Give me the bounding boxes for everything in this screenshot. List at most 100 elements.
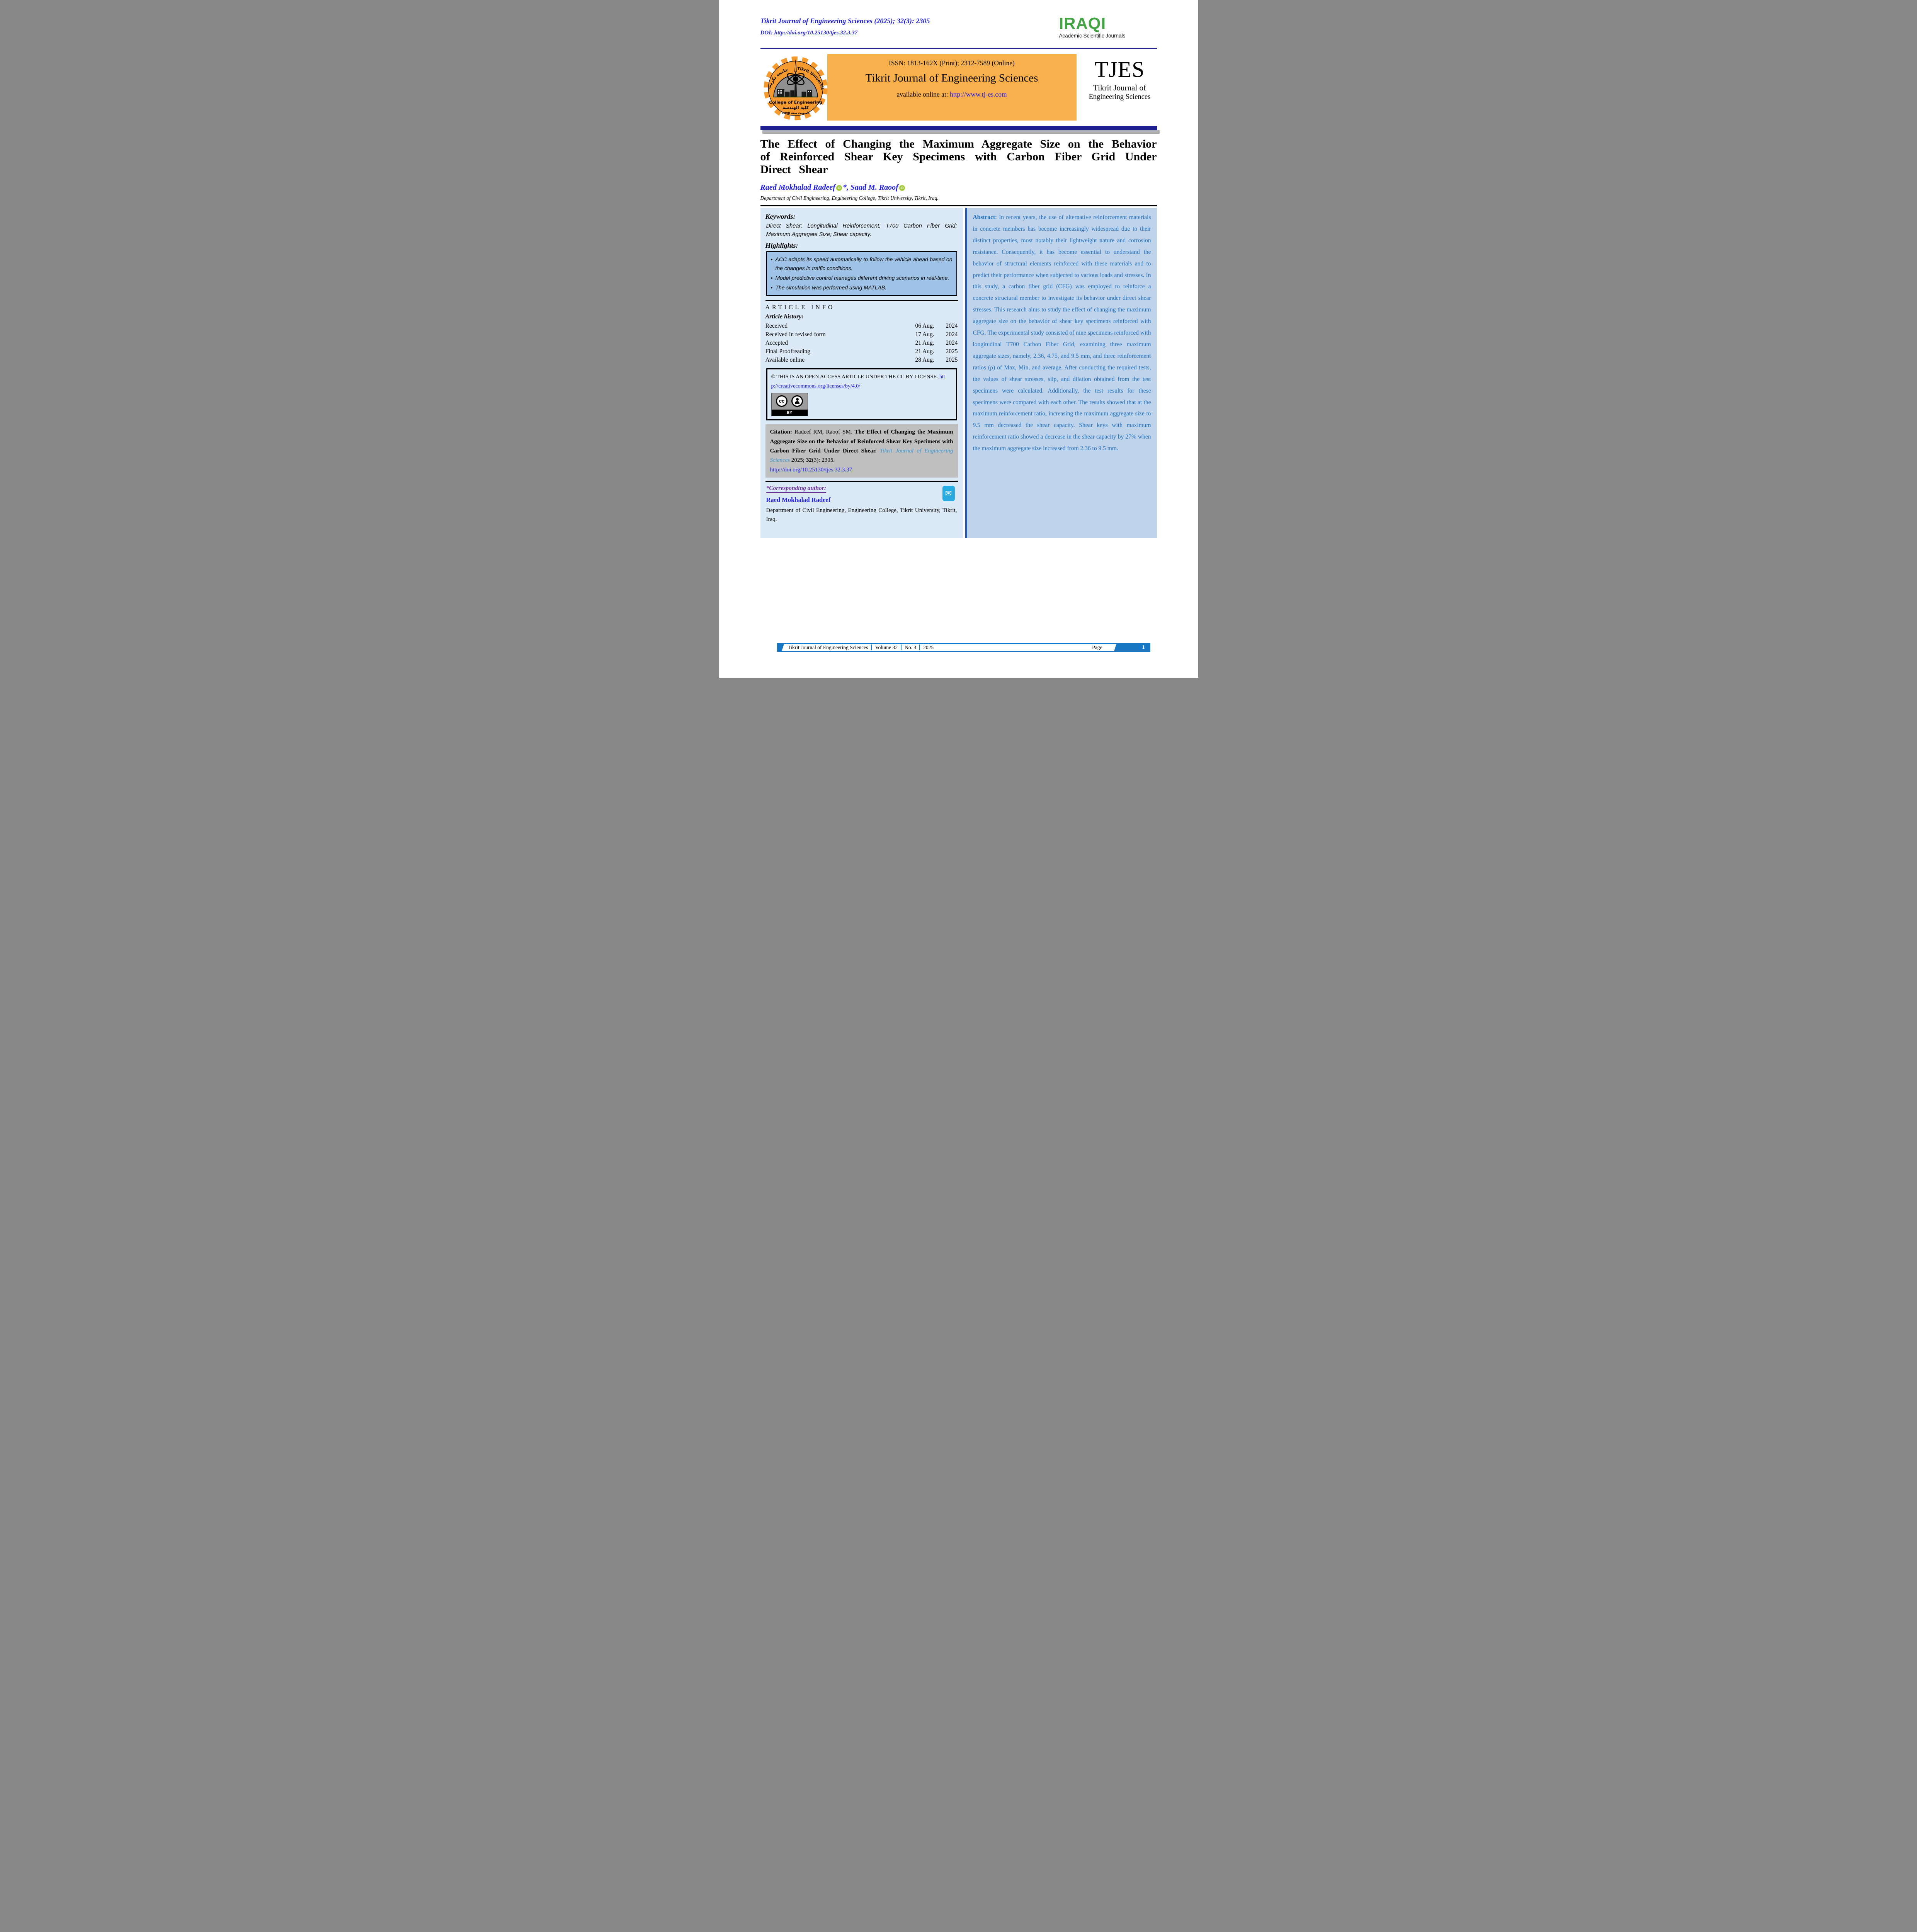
iraqi-logo-title: IRAQI	[1059, 14, 1106, 32]
citation-year: 2025;	[791, 457, 806, 464]
author-1-name: Raed Mokhalad Radeef	[760, 183, 835, 192]
issn-line: ISSN: 1813-162X (Print); 2312-7589 (Onli…	[889, 59, 1015, 67]
article-info-divider	[765, 299, 958, 301]
banner-journal-title: Tikrit Journal of Engineering Sciences	[865, 72, 1038, 84]
university-gear-emblem-icon: جامعة تكريت Tikrit University College of…	[761, 51, 828, 121]
cc-badge-circles: cc	[772, 393, 808, 407]
doi-prefix: DOI:	[760, 30, 774, 36]
keywords-heading: Keywords:	[765, 213, 796, 220]
history-date: 28 Aug.	[915, 356, 934, 363]
page-footer: Tikrit Journal of Engineering Sciences V…	[777, 643, 1150, 652]
journal-first-page: Tikrit Journal of Engineering Sciences (…	[719, 0, 1198, 678]
history-row: Accepted 21 Aug. 2024	[765, 339, 958, 347]
cc-license-link[interactable]: http://creativecommons.org/licenses/by/4…	[771, 374, 945, 389]
header: Tikrit Journal of Engineering Sciences (…	[760, 17, 1008, 36]
banner-divider-navy	[760, 126, 1157, 130]
person-body	[795, 401, 799, 405]
iraqi-asj-logo: IRAQI Academic Scientific Journals	[1059, 15, 1150, 39]
tjes-logo-line1: Tikrit Journal of	[1093, 83, 1146, 93]
highlights-heading: Highlights:	[765, 241, 798, 249]
journal-banner: ISSN: 1813-162X (Print); 2312-7589 (Onli…	[827, 54, 1077, 121]
tower-atom-icon	[786, 59, 805, 97]
history-label: Accepted	[765, 339, 788, 346]
article-info-heading: ARTICLE INFO	[765, 304, 835, 311]
citation-doi-link[interactable]: http://doi.org/10.25130/tjes.32.3.37	[770, 466, 852, 473]
open-access-statement: © THIS IS AN OPEN ACCESS ARTICLE UNDER T…	[771, 374, 939, 380]
footer-separator	[871, 645, 872, 650]
citation-journal: Tikrit Journal of Engineering Sciences	[770, 448, 953, 464]
highlight-item: The simulation was performed using MATLA…	[771, 283, 953, 292]
author-separator: *,	[842, 183, 850, 192]
abstract-body: In recent years, the use of alternative …	[973, 214, 1151, 452]
cc-logo-icon: cc	[776, 395, 788, 407]
history-year: 2025	[946, 356, 958, 363]
authors-line: Raed Mokhalad Radeef iD *, Saad M. Raoof iD	[760, 183, 1157, 192]
article-history-label: Article history:	[765, 313, 804, 320]
footer-page-label: Page	[1092, 644, 1102, 650]
corresponding-author-section: *Corresponding author: ✉ Raed Mokhalad R…	[765, 485, 958, 524]
logo-college-name-arabic: كلية الهندسة	[782, 105, 809, 110]
history-date: 21 Aug.	[915, 339, 934, 346]
article-title: The Effect of Changing the Maximum Aggre…	[760, 138, 1157, 176]
abstract-colon: :	[995, 214, 999, 221]
history-row: Received in revised form 17 Aug. 2024	[765, 330, 958, 339]
journal-website-link[interactable]: http://www.tj-es.com	[949, 90, 1007, 98]
history-date: 21 Aug.	[915, 348, 934, 355]
footer-content: Tikrit Journal of Engineering Sciences V…	[788, 643, 1112, 652]
history-label: Available online	[765, 356, 805, 363]
doi-line: DOI: http://doi.org/10.25130/tjes.32.3.3…	[760, 30, 1008, 36]
citation-title: The Effect of Changing the Maximum Aggre…	[770, 429, 953, 454]
history-date: 06 Aug.	[915, 322, 934, 329]
citation-issue: (3): 2305.	[811, 457, 835, 464]
history-year: 2024	[946, 339, 958, 346]
footer-separator	[919, 645, 920, 650]
citation-authors: Radeef RM, Raoof SM.	[794, 429, 855, 435]
history-label: Final Proofreading	[765, 348, 811, 355]
corresponding-author-affiliation: Department of Civil Engineering, Enginee…	[766, 507, 957, 523]
abstract-paragraph: Abstract: In recent years, the use of al…	[973, 212, 1151, 454]
corresponding-author-label: *Corresponding author:	[766, 485, 826, 493]
authors-affiliation: Department of Civil Engineering, Enginee…	[760, 195, 939, 201]
header-divider	[760, 48, 1157, 49]
history-year: 2024	[946, 331, 958, 338]
footer-year: 2025	[923, 644, 934, 650]
iraqi-logo-subtitle: Academic Scientific Journals	[1059, 33, 1126, 39]
journal-citation-line: Tikrit Journal of Engineering Sciences (…	[760, 17, 930, 25]
citation-volume: 32	[806, 457, 812, 464]
banner-divider-shadow	[762, 130, 1160, 134]
tjes-logo-line2: Engineering Sciences	[1089, 93, 1151, 101]
cc-by-label: BY	[771, 410, 808, 416]
highlights-box: ACC adapts its speed automatically to fo…	[766, 251, 957, 296]
orcid-icon[interactable]: iD	[899, 185, 905, 191]
highlight-item: Model predictive control manages differe…	[771, 274, 953, 282]
person-head	[796, 398, 799, 401]
keywords-text: Direct Shear; Longitudinal Reinforcement…	[766, 223, 957, 238]
history-year: 2024	[946, 322, 958, 329]
corresponding-author-name: Raed Mokhalad Radeef	[766, 496, 831, 503]
left-column: Keywords: Direct Shear; Longitudinal Rei…	[760, 208, 963, 538]
title-block-divider	[760, 205, 1157, 206]
footer-volume: Volume 32	[875, 644, 898, 650]
open-access-box: © THIS IS AN OPEN ACCESS ARTICLE UNDER T…	[766, 368, 957, 421]
citation-block: Citation: Radeef RM, Raoof SM. The Effec…	[765, 424, 958, 478]
footer-separator	[901, 645, 902, 650]
abstract-box: Abstract: In recent years, the use of al…	[965, 208, 1157, 538]
footer-page-number: 1	[1142, 645, 1145, 650]
history-label: Received	[765, 322, 788, 329]
tikrit-university-college-logo: جامعة تكريت Tikrit University College of…	[761, 51, 830, 121]
attribution-person-icon	[791, 395, 803, 407]
cc-by-badge-icon[interactable]: cc BY	[771, 393, 808, 417]
doi-link[interactable]: http://doi.org/10.25130/tjes.32.3.37	[774, 30, 858, 36]
email-envelope-icon[interactable]: ✉	[942, 485, 955, 501]
footer-issue: No. 3	[905, 644, 917, 650]
logo-college-name: College of Engineering	[769, 100, 822, 105]
available-online-prefix: available online at:	[896, 90, 950, 98]
corresponding-divider	[765, 480, 958, 482]
logo-established-year: تأسست سنة 1998	[782, 111, 810, 115]
abstract-label: Abstract	[973, 214, 995, 221]
tjes-logo: TJES Tikrit Journal of Engineering Scien…	[1082, 58, 1158, 101]
citation-label: Citation:	[770, 429, 794, 435]
orcid-icon[interactable]: iD	[836, 185, 842, 191]
history-label: Received in revised form	[765, 331, 826, 338]
available-online-line: available online at: http://www.tj-es.co…	[827, 90, 1077, 99]
